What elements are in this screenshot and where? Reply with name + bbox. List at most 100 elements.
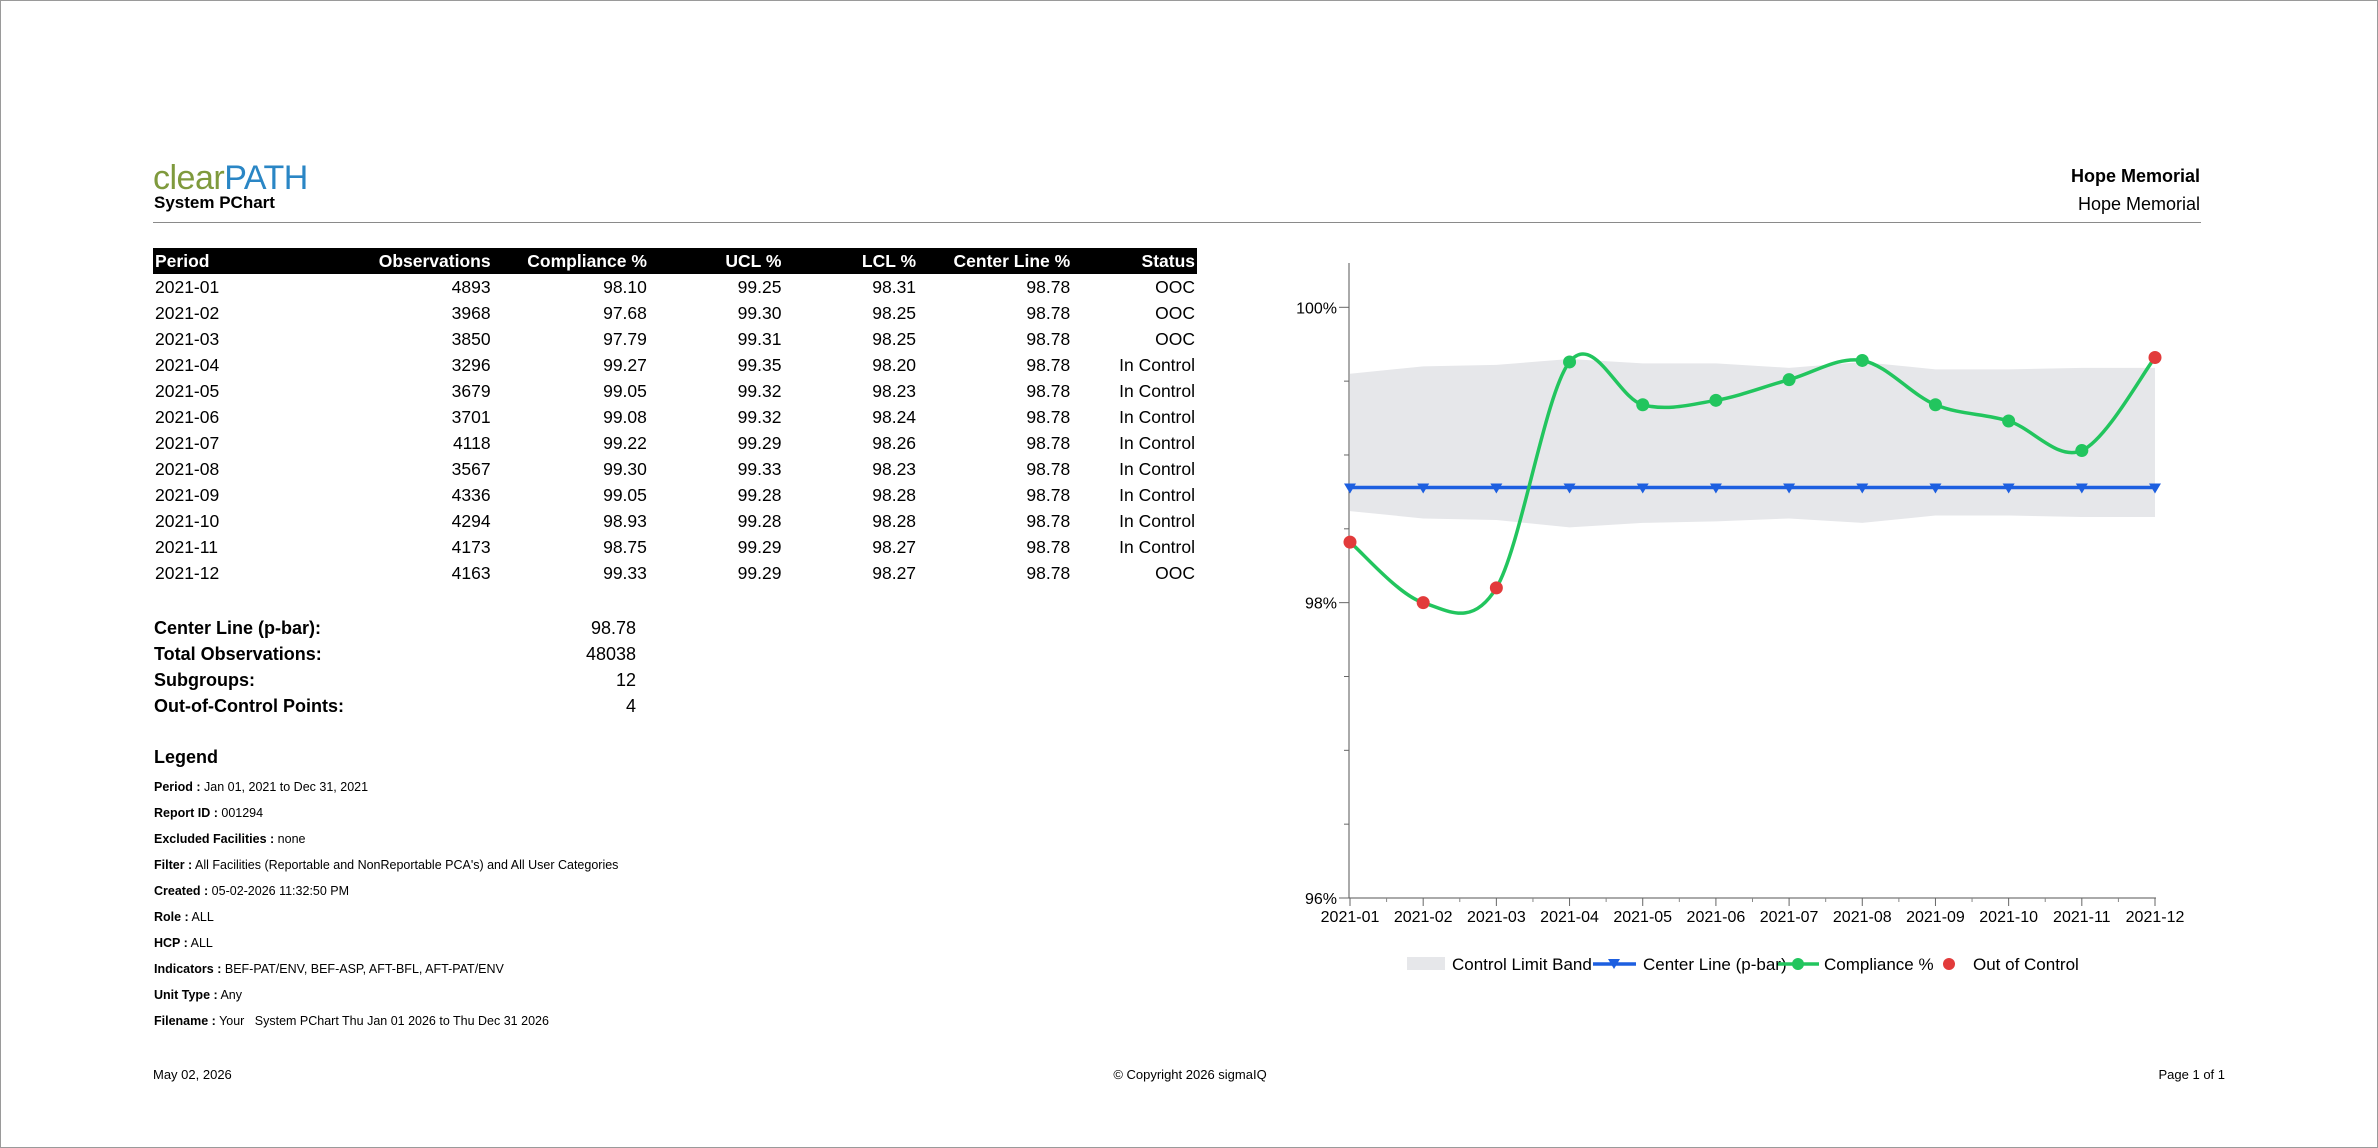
cell-compliance: 98.10 — [603, 276, 647, 297]
x-tick-label: 2021-09 — [1906, 909, 1965, 926]
cell-compliance: 99.05 — [603, 484, 647, 505]
center-line-marker — [2149, 483, 2161, 494]
cell-observations: 4173 — [451, 536, 491, 557]
legend-meta-row: Role : ALL — [154, 906, 618, 932]
compliance-point — [2002, 414, 2016, 428]
table-header-row: Period Observations Compliance % UCL % L… — [153, 248, 1197, 274]
legend-meta-value: Your System PChart Thu Jan 01 2026 to Th… — [219, 1014, 549, 1028]
out-of-control-point — [1416, 596, 1430, 610]
summary-value: 12 — [615, 669, 636, 690]
summary-value: 48038 — [585, 643, 636, 664]
center-line-marker — [1344, 483, 1356, 494]
cell-lcl: 98.23 — [872, 380, 917, 401]
cell-period: 2021-11 — [155, 536, 218, 557]
cell-center-line: 98.78 — [1026, 536, 1071, 557]
cell-period: 2021-10 — [155, 510, 220, 531]
cell-observations: 3850 — [451, 328, 491, 349]
cell-observations: 4336 — [451, 484, 491, 505]
compliance-point — [1928, 398, 1942, 412]
x-tick-label: 2021-10 — [1979, 909, 2038, 926]
cell-compliance: 99.30 — [603, 458, 647, 479]
cell-ucl: 99.35 — [737, 354, 782, 375]
cell-center-line: 98.78 — [1026, 406, 1071, 427]
center-line-marker — [1563, 483, 1576, 494]
summary-value: 98.78 — [590, 617, 636, 638]
cell-status: In Control — [1119, 432, 1195, 453]
legend-meta-row: Indicators : BEF-PAT/ENV, BEF-ASP, AFT-B… — [154, 958, 618, 984]
cell-period: 2021-06 — [155, 406, 220, 427]
control-limit-band — [1350, 358, 2155, 528]
center-line-marker — [1856, 483, 1869, 494]
cell-observations: 4893 — [451, 276, 491, 297]
legend-marker-ooc — [1943, 958, 1955, 970]
table-row: 2021-10 4294 98.93 99.28 98.28 98.78 In Contro… — [153, 508, 1197, 534]
table-row: 2021-02 3968 97.68 99.30 98.25 98.78 OOC — [153, 300, 1197, 326]
summary-value: 4 — [625, 695, 636, 716]
compliance-point — [1709, 393, 1723, 407]
cell-observations: 3968 — [451, 302, 491, 323]
col-header-compliance: Compliance % — [492, 248, 649, 274]
legend-meta-value: BEF-PAT/ENV, BEF-ASP, AFT-BFL, AFT-PAT/E… — [224, 962, 504, 976]
legend-meta-key: Report ID : — [154, 806, 218, 820]
cell-center-line: 98.78 — [1026, 380, 1071, 401]
cell-center-line: 98.78 — [1026, 328, 1071, 349]
cell-ucl: 99.33 — [737, 458, 782, 479]
cell-period: 2021-02 — [155, 302, 220, 323]
cell-period: 2021-07 — [155, 432, 220, 453]
table-row: 2021-09 4336 99.05 99.28 98.28 98.78 In Contro… — [153, 482, 1197, 508]
cell-status: OOC — [1155, 302, 1195, 323]
center-line-marker — [1783, 483, 1796, 494]
table-row: 2021-08 3567 99.30 99.33 98.23 98.78 In Contro… — [153, 456, 1197, 482]
cell-compliance: 99.22 — [603, 432, 647, 453]
cell-center-line: 98.78 — [1026, 562, 1071, 583]
out-of-control-point — [1343, 535, 1357, 549]
cell-status: OOC — [1155, 562, 1195, 583]
legend-meta-value: 001294 — [221, 806, 264, 820]
pchart-data-table: Period Observations Compliance % UCL % L… — [153, 248, 1197, 586]
cell-lcl: 98.31 — [872, 276, 917, 297]
cell-center-line: 98.78 — [1026, 432, 1071, 453]
legend-meta-row: Period : Jan 01, 2021 to Dec 31, 2021 — [154, 776, 618, 802]
x-tick-label: 2021-11 — [2053, 909, 2111, 926]
center-line-marker — [1709, 483, 1722, 494]
legend-label-compliance: Compliance % — [1824, 955, 1934, 974]
out-of-control-point — [2148, 351, 2162, 365]
col-header-observations: Observations — [292, 248, 493, 274]
x-tick-label: 2021-04 — [1540, 909, 1599, 926]
facility-name-bold: Hope Memorial — [2070, 166, 2200, 186]
legend-meta-value: 05-02-2026 11:32:50 PM — [211, 884, 350, 898]
legend-meta-key: Period : — [154, 780, 201, 794]
cell-period: 2021-09 — [155, 484, 220, 505]
cell-compliance: 97.79 — [603, 328, 647, 349]
cell-compliance: 99.08 — [603, 406, 647, 427]
legend-metadata: Period : Jan 01, 2021 to Dec 31, 2021 Rep… — [154, 776, 618, 1036]
x-tick-label: 2021-01 — [1321, 909, 1380, 926]
cell-ucl: 99.25 — [737, 276, 782, 297]
cell-status: In Control — [1119, 510, 1195, 531]
legend-meta-value: Any — [220, 988, 242, 1002]
x-tick-label: 2021-12 — [2126, 909, 2185, 926]
legend-meta-value: none — [277, 832, 306, 846]
y-tick-label: 96% — [1305, 891, 1337, 908]
legend-meta-row: Filter : All Facilities (Reportable and … — [154, 854, 618, 880]
table-row: 2021-11 4173 98.75 99.29 98.27 98.78 In Contro… — [153, 534, 1197, 560]
footer-date: May 02, 2026 — [153, 1067, 232, 1082]
col-header-status: Status — [1072, 248, 1197, 274]
x-tick-label: 2021-03 — [1467, 909, 1526, 926]
cell-status: In Control — [1119, 354, 1195, 375]
x-tick-label: 2021-06 — [1687, 909, 1746, 926]
table-row: 2021-07 4118 99.22 99.29 98.26 98.78 In Contro… — [153, 430, 1197, 456]
table-row: 2021-06 3701 99.08 99.32 98.24 98.78 In Contro… — [153, 404, 1197, 430]
summary-row: Out-of-Control Points: 4 — [154, 693, 636, 719]
table-row: 2021-01 4893 98.10 99.25 98.31 98.78 OOC — [153, 274, 1197, 300]
footer-page-number: Page 1 of 1 — [2158, 1067, 2226, 1082]
legend-meta-key: Created : — [154, 884, 209, 898]
summary-label: Out-of-Control Points: — [154, 695, 344, 716]
x-tick-label: 2021-02 — [1394, 909, 1453, 926]
legend-meta-row: Created : 05-02-2026 11:32:50 PM — [154, 880, 618, 906]
cell-lcl: 98.25 — [872, 328, 917, 349]
cell-observations: 4163 — [451, 562, 491, 583]
cell-lcl: 98.23 — [872, 458, 917, 479]
cell-ucl: 99.31 — [737, 328, 782, 349]
header-divider — [153, 222, 2201, 223]
